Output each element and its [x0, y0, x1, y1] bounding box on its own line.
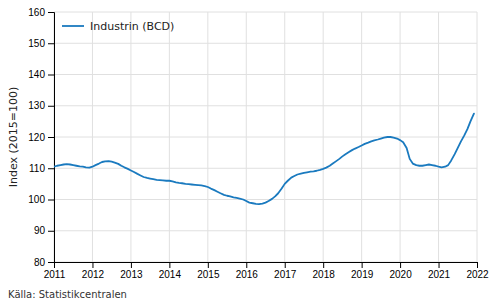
grid-line-x: [323, 12, 324, 262]
tick-mark: [400, 262, 401, 268]
grid-line-x: [207, 12, 208, 262]
grid-line-y: [54, 199, 477, 200]
tick-mark: [48, 168, 54, 169]
tick: 2017: [274, 262, 297, 280]
legend-swatch: [62, 25, 84, 27]
tick-label: 140: [28, 69, 45, 80]
chart: 2011 2012 2013 2014 2015 2016 2017 2018 2019 2020…: [0, 0, 493, 304]
grid-line-x: [361, 12, 362, 262]
y-axis: 80 90 100 110 120 130 140 150 160: [28, 7, 54, 268]
tick-mark: [208, 262, 209, 268]
grid-line-y: [54, 105, 477, 106]
tick: 160: [28, 7, 54, 18]
tick-label: 2016: [236, 269, 259, 280]
tick-label: 2018: [313, 269, 336, 280]
grid-line-x: [92, 12, 93, 262]
tick-mark: [48, 200, 54, 201]
grid-line-x: [400, 12, 401, 262]
x-axis: 2011 2012 2013 2014 2015 2016 2017 2018 2019 2020…: [44, 262, 489, 280]
tick-label: 2017: [274, 269, 297, 280]
tick-label: 2020: [389, 269, 412, 280]
tick-mark: [48, 43, 54, 44]
tick-label: 150: [28, 38, 45, 49]
line: [54, 114, 474, 205]
legend: Industrin (BCD): [62, 20, 174, 33]
grid-line-x: [438, 12, 439, 262]
tick: 2021: [428, 262, 451, 280]
tick: 2019: [351, 262, 374, 280]
tick: 2020: [389, 262, 412, 280]
source-note: Källa: Statistikcentralen: [8, 289, 127, 300]
tick-label: 90: [34, 225, 46, 236]
tick-mark: [48, 137, 54, 138]
grid-line-y: [54, 168, 477, 169]
tick-mark: [246, 262, 247, 268]
tick-mark: [477, 262, 478, 268]
grid-line-y: [54, 137, 477, 138]
tick: 90: [34, 225, 54, 236]
legend-label: Industrin (BCD): [90, 20, 174, 33]
grid-line-x: [246, 12, 247, 262]
tick-mark: [48, 231, 54, 232]
tick-label: 80: [34, 257, 46, 268]
plot-area: [54, 114, 474, 205]
tick-label: 160: [28, 7, 45, 18]
tick-label: 110: [29, 163, 45, 174]
axis-line: [55, 263, 478, 269]
tick-label: 2014: [159, 269, 182, 280]
tick-label: 2012: [82, 269, 105, 280]
tick-mark: [48, 12, 54, 13]
tick: 150: [28, 38, 54, 49]
tick: 110: [29, 163, 54, 174]
grid-line-y: [54, 43, 477, 44]
tick-mark: [48, 106, 54, 107]
grid-line-x: [477, 12, 478, 262]
tick-mark: [285, 262, 286, 268]
tick: 2015: [197, 262, 220, 280]
tick-label: 2019: [351, 269, 374, 280]
tick-label: 100: [28, 194, 45, 205]
tick: 2022: [466, 262, 489, 280]
tick: 2014: [159, 262, 182, 280]
grid: [54, 12, 477, 262]
tick: 2011: [44, 262, 66, 280]
tick-label: 130: [28, 100, 45, 111]
tick-label: 2021: [428, 269, 451, 280]
tick-label: 2022: [466, 269, 489, 280]
tick-label: 120: [28, 132, 45, 143]
grid-line-y: [54, 230, 477, 231]
tick-mark: [362, 262, 363, 268]
tick: 2016: [236, 262, 259, 280]
tick: 120: [28, 132, 54, 143]
grid-line-y: [54, 74, 477, 75]
tick-mark: [323, 262, 324, 268]
tick-mark: [48, 75, 54, 76]
axis-line: [48, 13, 55, 263]
tick-mark: [439, 262, 440, 268]
y-axis-title: Index (2015=100): [7, 87, 20, 188]
tick-label: 2015: [197, 269, 220, 280]
legend-item: Industrin (BCD): [62, 20, 174, 33]
tick: 140: [28, 69, 54, 80]
tick: 2013: [120, 262, 143, 280]
tick-label: 2013: [120, 269, 143, 280]
tick-mark: [169, 262, 170, 268]
tick: 2018: [313, 262, 336, 280]
tick-mark: [92, 262, 93, 268]
tick-mark: [48, 262, 54, 263]
tick-label: 2011: [44, 269, 66, 280]
tick-mark: [131, 262, 132, 268]
tick: 100: [28, 194, 54, 205]
tick: 130: [28, 100, 54, 111]
grid-line-y: [54, 12, 477, 13]
grid-line-x: [169, 12, 170, 262]
grid-line-x: [130, 12, 131, 262]
tick: 2012: [82, 262, 105, 280]
grid-line-x: [284, 12, 285, 262]
tick: 80: [34, 257, 54, 268]
